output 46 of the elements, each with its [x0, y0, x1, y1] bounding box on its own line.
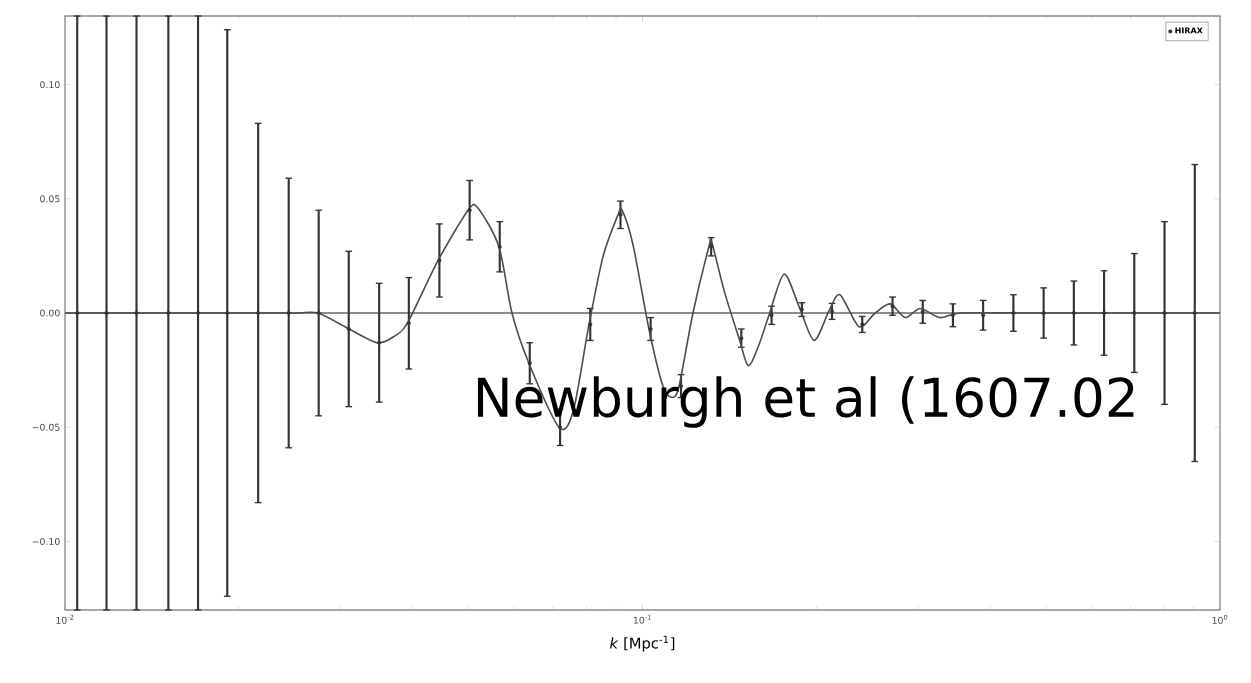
point	[981, 313, 986, 318]
y-tick-label: 0.10	[40, 81, 60, 89]
point	[527, 361, 532, 366]
point	[316, 310, 321, 315]
point	[377, 340, 382, 345]
point	[860, 322, 865, 327]
point	[134, 310, 139, 315]
point	[467, 208, 472, 213]
point	[497, 244, 502, 249]
point	[739, 336, 744, 341]
x-tick-label: 10$^{-1}$	[633, 614, 651, 624]
point	[830, 309, 835, 314]
point	[1162, 310, 1167, 315]
point	[1132, 310, 1137, 315]
point	[890, 304, 895, 309]
point	[1192, 310, 1197, 315]
point	[618, 212, 623, 217]
point	[1041, 310, 1046, 315]
point	[588, 322, 593, 327]
x-axis-title: k [Mpc$^{-1}$]	[610, 635, 675, 652]
point	[104, 310, 109, 315]
x-tick-label: 10$^{-2}$	[56, 614, 74, 624]
point	[950, 313, 955, 318]
point	[1011, 310, 1016, 315]
x-tick-label: 10$^{0}$	[1212, 614, 1228, 624]
legend-label: HIRAX	[1175, 27, 1203, 34]
point	[799, 307, 804, 312]
point	[1071, 310, 1076, 315]
point	[286, 310, 291, 315]
point	[709, 244, 714, 249]
point	[166, 310, 171, 315]
point	[225, 310, 230, 315]
point	[648, 326, 653, 331]
point	[346, 326, 351, 331]
point	[75, 310, 80, 315]
y-tick-label: −0.10	[32, 537, 60, 545]
point	[196, 310, 201, 315]
point	[920, 309, 925, 314]
point	[1102, 310, 1107, 315]
point	[769, 313, 774, 318]
y-tick-label: 0.00	[40, 309, 60, 317]
point	[406, 321, 411, 326]
point	[437, 258, 442, 263]
y-tick-label: 0.05	[40, 195, 60, 203]
point	[256, 310, 261, 315]
y-tick-label: −0.05	[32, 423, 60, 431]
